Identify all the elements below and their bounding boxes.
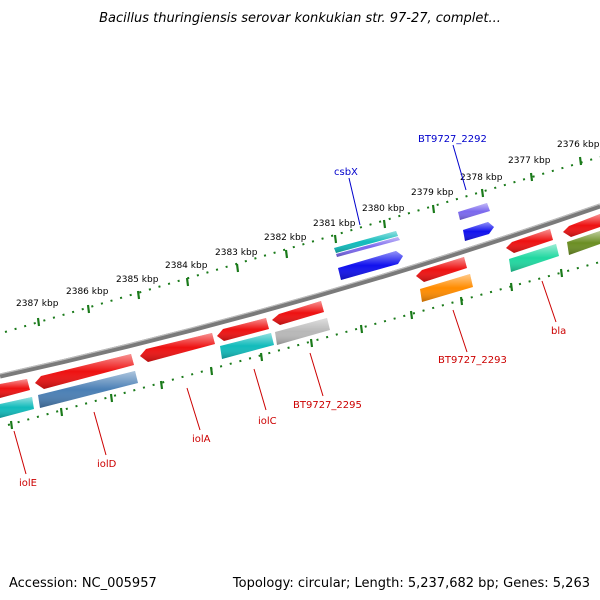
- gene-bt2295[interactable]: [272, 301, 330, 345]
- topology-summary: Topology: circular; Length: 5,237,682 bp…: [232, 576, 590, 591]
- gene-iolC[interactable]: [217, 318, 274, 359]
- kbp-label: 2380 kbp: [362, 204, 405, 214]
- kbp-label: 2385 kbp: [116, 275, 159, 285]
- gene-bt2292[interactable]: [458, 203, 490, 220]
- gene-label-iolC[interactable]: iolC: [258, 416, 277, 427]
- gene-label-bla[interactable]: bla: [551, 326, 566, 337]
- reverse-major-ticks: [9, 268, 564, 430]
- kbp-major-ticks: [36, 156, 583, 327]
- kbp-label: 2383 kbp: [215, 248, 258, 258]
- connector-iolE: [13, 430, 27, 475]
- gene-label-bt2295[interactable]: BT9727_2295: [293, 400, 362, 411]
- kbp-label: 2381 kbp: [313, 219, 356, 229]
- kbp-scale-track: [4, 156, 600, 333]
- gene-label-iolA[interactable]: iolA: [192, 434, 211, 445]
- gene-edge-right[interactable]: [563, 214, 600, 255]
- kbp-label: 2378 kbp: [460, 173, 503, 183]
- reverse-dotted-line: [7, 261, 600, 426]
- kbp-label: 2387 kbp: [16, 299, 59, 309]
- gene-csbX[interactable]: [334, 231, 400, 257]
- connector-bt2295: [309, 352, 324, 397]
- connector-bt2293: [452, 309, 468, 353]
- kbp-label: 2379 kbp: [411, 188, 454, 198]
- connector-bla: [541, 280, 557, 323]
- connector-iolD: [93, 411, 107, 456]
- gene-label-iolE[interactable]: iolE: [19, 478, 37, 489]
- connector-iolC: [253, 368, 267, 411]
- gene-label-iolD[interactable]: iolD: [97, 459, 117, 470]
- gene-iolA[interactable]: [140, 333, 215, 362]
- connector-bt2292: [452, 144, 467, 191]
- kbp-label: 2384 kbp: [165, 261, 208, 271]
- reverse-genes: [0, 214, 600, 418]
- kbp-label: 2376 kbp: [557, 140, 600, 150]
- accession-text: Accession: NC_005957: [9, 576, 157, 591]
- scale-dotted-line: [4, 156, 600, 333]
- connector-iolA: [186, 387, 201, 431]
- kbp-label: 2377 kbp: [508, 156, 551, 166]
- genome-backbone-highlight: [0, 203, 600, 375]
- label-connectors: [13, 144, 557, 475]
- forward-genes: [334, 203, 494, 280]
- kbp-labels: 2387 kbp 2386 kbp 2385 kbp 2384 kbp 2383…: [16, 140, 600, 309]
- gene-label-bt2292[interactable]: BT9727_2292: [418, 134, 487, 145]
- gene-label-bt2293[interactable]: BT9727_2293: [438, 355, 507, 366]
- connector-csbX: [348, 177, 361, 226]
- gene-iolD[interactable]: [35, 354, 138, 408]
- gene-forward-blue[interactable]: [338, 251, 403, 280]
- gene-forward-blue-small[interactable]: [463, 222, 494, 241]
- gene-bla[interactable]: [506, 229, 559, 272]
- genome-backbone: [0, 203, 600, 379]
- gene-label-csbX[interactable]: csbX: [334, 167, 358, 178]
- gene-labels: csbX BT9727_2292 BT9727_2293 bla BT9727_…: [19, 134, 566, 489]
- gene-bt2293[interactable]: [416, 257, 473, 302]
- gene-iolE[interactable]: [0, 379, 34, 418]
- kbp-label: 2382 kbp: [264, 233, 307, 243]
- map-title: Bacillus thuringiensis serovar konkukian…: [99, 11, 501, 26]
- kbp-label: 2386 kbp: [66, 287, 109, 297]
